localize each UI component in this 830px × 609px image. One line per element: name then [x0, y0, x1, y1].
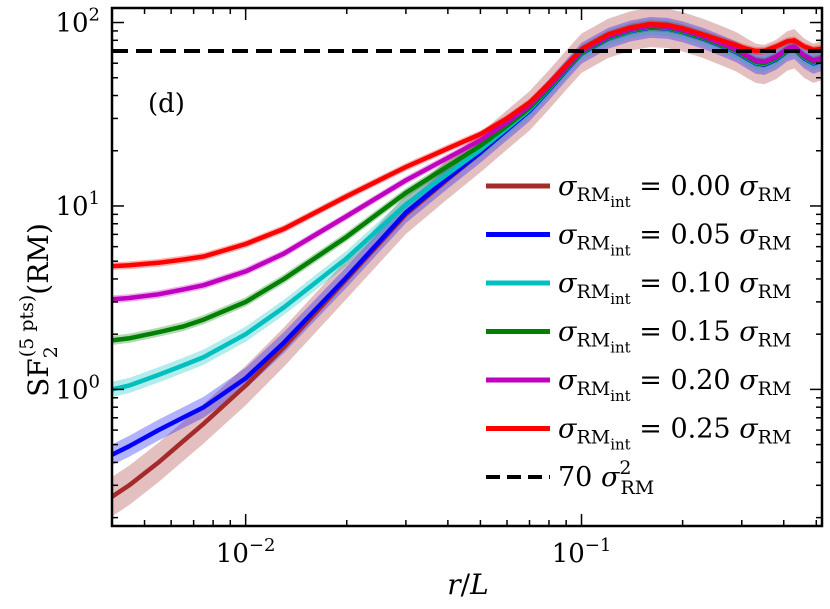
legend-label-5: σRMint = 0.25 σRM [558, 414, 791, 454]
axes-frame [110, 6, 824, 528]
x-axis-label: r/L [447, 568, 488, 601]
legend-label-reference: 70 σ2 RM [558, 457, 654, 499]
legend-label-2: σRMint = 0.10 σRM [558, 268, 791, 308]
y-tick-label: 102 [55, 5, 100, 39]
axis-ticks [111, 8, 822, 526]
tick-labels: 10−2 10−1 100 101 102 [55, 5, 611, 569]
y-tick-label: 100 [55, 371, 100, 405]
y-axis-label: SF2(5 pts)(RM) [16, 223, 62, 397]
legend-label-0: σRMint = 0.00 σRM [558, 171, 791, 211]
legend-label-4: σRMint = 0.20 σRM [558, 365, 791, 405]
series-lines [112, 21, 822, 499]
panel-label: (d) [148, 89, 185, 119]
svg-text:SF2(5 pts)(RM): SF2(5 pts)(RM) [16, 223, 62, 397]
y-tick-label: 101 [55, 188, 100, 222]
legend: σRMint = 0.00 σRM σRMint = 0.05 σRM σRMint… [486, 171, 791, 499]
legend-label-1: σRMint = 0.05 σRM [558, 220, 791, 260]
legend-label-3: σRMint = 0.15 σRM [558, 317, 791, 357]
series-line-0.25 [112, 21, 822, 269]
x-tick-label: 10−1 [552, 535, 612, 569]
plot-frame [110, 6, 824, 528]
x-tick-label: 10−2 [216, 535, 276, 569]
